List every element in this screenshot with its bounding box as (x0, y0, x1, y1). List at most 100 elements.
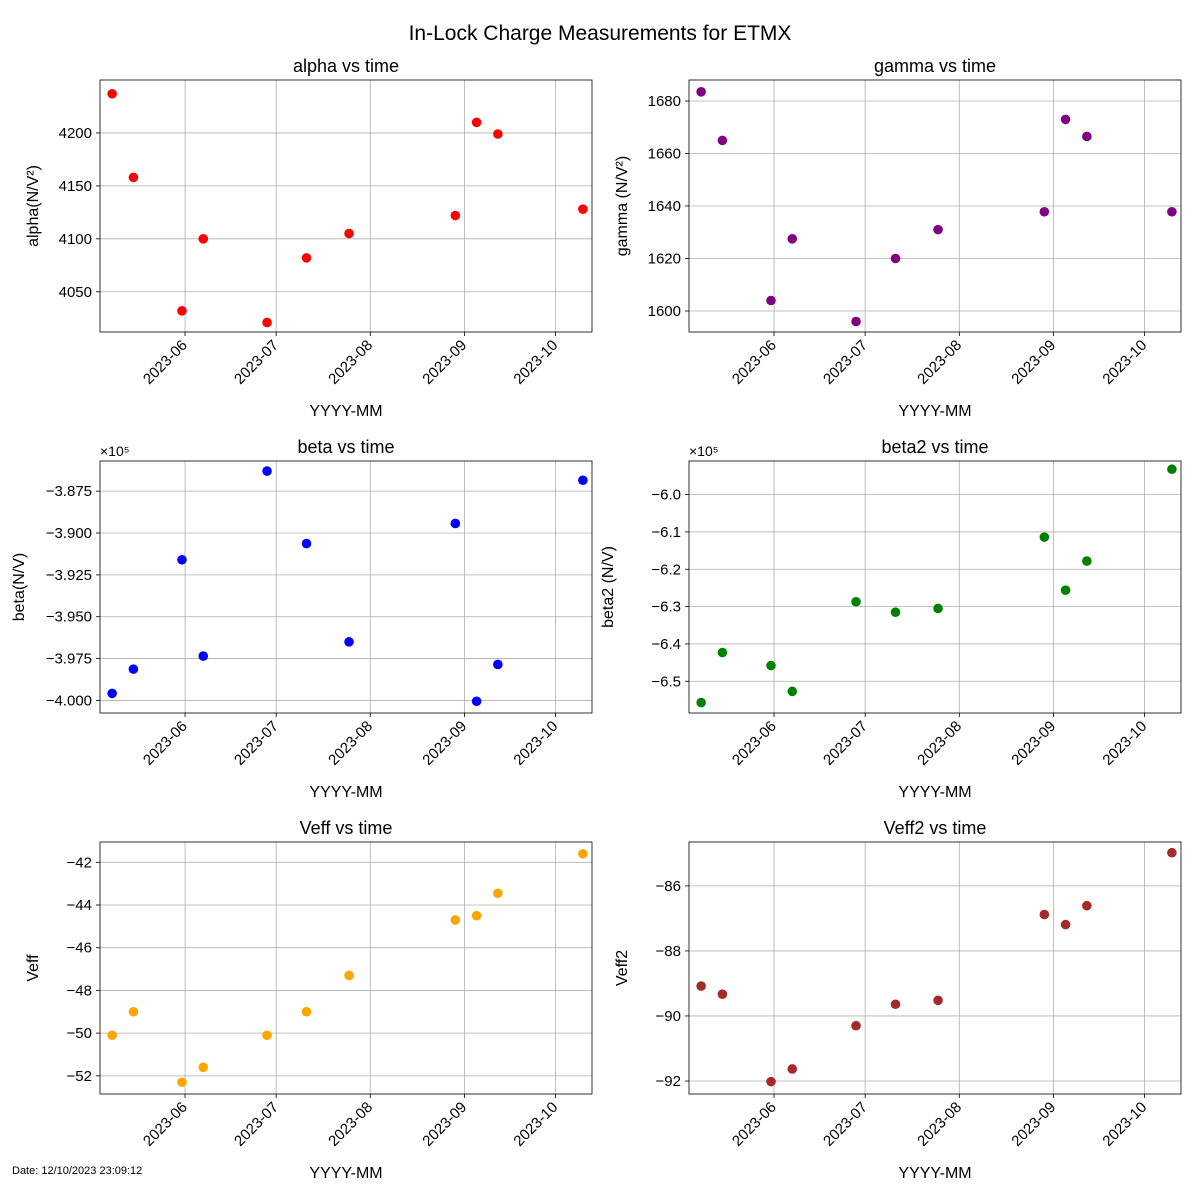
data-point (262, 1030, 272, 1041)
data-point (933, 603, 943, 614)
data-point (493, 659, 503, 670)
y-scale-offset-label: ×10⁵ (100, 443, 130, 459)
axes-frame (99, 841, 593, 1095)
y-scale-offset-label: ×10⁵ (689, 443, 719, 459)
axes-frame (688, 841, 1182, 1095)
data-point (717, 647, 728, 658)
data-point (766, 295, 776, 306)
subplot-title: Veff2 vs time (884, 818, 987, 838)
x-axis-label: YYYY-MM (309, 784, 382, 801)
y-tick-label: −46 (67, 940, 92, 957)
axes-frame (99, 79, 593, 333)
x-tick-label: 2023-06 (140, 1099, 191, 1150)
axes-frame (99, 460, 593, 714)
y-axis-label: beta2 (N/V) (600, 546, 617, 628)
x-axis-label: YYYY-MM (898, 403, 971, 420)
data-point (890, 999, 901, 1010)
data-point (177, 554, 187, 565)
y-tick-label: 1620 (648, 251, 681, 268)
data-point (1039, 532, 1050, 542)
x-tick-label: 2023-09 (419, 1099, 470, 1150)
data-point (890, 253, 901, 264)
data-point (851, 316, 861, 327)
x-tick-label: 2023-10 (1099, 718, 1150, 769)
subplot-title: alpha vs time (293, 56, 399, 76)
data-point (578, 475, 588, 486)
y-axis-label: alpha(N/V²) (25, 165, 42, 247)
y-tick-label: 4200 (59, 125, 92, 142)
data-point (177, 306, 187, 316)
data-point (1060, 919, 1071, 930)
x-tick-label: 2023-08 (325, 337, 376, 388)
data-point (262, 317, 272, 328)
x-tick-label: 2023-08 (325, 1099, 376, 1150)
x-tick-label: 2023-09 (1008, 718, 1059, 769)
y-axis-label: beta(N/V) (11, 553, 28, 621)
data-point (344, 970, 354, 981)
figure-title: In-Lock Charge Measurements for ETMX (409, 22, 792, 45)
data-point (107, 688, 117, 699)
data-point (493, 129, 503, 139)
data-point (177, 1077, 187, 1088)
x-tick-label: 2023-06 (140, 718, 191, 769)
data-point (1060, 585, 1071, 595)
data-point (933, 224, 943, 235)
y-tick-label: 1680 (648, 93, 681, 110)
data-point (890, 607, 901, 617)
data-point (1082, 900, 1092, 911)
x-tick-label: 2023-08 (914, 337, 965, 388)
axes-frame (688, 460, 1182, 714)
data-point (933, 995, 943, 1006)
x-tick-label: 2023-06 (140, 337, 191, 388)
data-point (301, 1006, 312, 1017)
y-tick-label: −88 (656, 943, 681, 960)
subplot-title: beta vs time (297, 437, 394, 457)
y-tick-label: −4.000 (46, 692, 92, 709)
y-tick-label: 1660 (648, 146, 681, 163)
x-tick-label: 2023-09 (419, 718, 470, 769)
data-point (787, 234, 798, 244)
y-tick-label: −52 (67, 1068, 92, 1085)
subplot-0: 2023-06 2023-07 2023-08 2023-09 2023-10 4050 4… (25, 56, 593, 420)
y-axis-label: gamma (N/V²) (614, 156, 631, 256)
y-tick-label: −50 (67, 1025, 92, 1042)
data-point (128, 172, 139, 183)
y-tick-label: −92 (656, 1073, 681, 1090)
data-point (717, 135, 728, 146)
y-tick-label: −86 (656, 878, 681, 895)
y-axis-label: Veff (25, 954, 42, 982)
data-point (766, 660, 776, 671)
data-point (578, 848, 588, 859)
data-point (450, 915, 461, 925)
data-point (1060, 114, 1071, 125)
subplot-3: 2023-06 2023-07 2023-08 2023-09 2023-10 −6.5 −… (600, 437, 1182, 801)
y-tick-label: −6.3 (651, 599, 681, 616)
x-tick-label: 2023-09 (1008, 1099, 1059, 1150)
y-tick-label: 4150 (59, 178, 92, 195)
y-tick-label: −6.2 (651, 561, 681, 578)
data-point (262, 466, 272, 476)
data-point (696, 87, 706, 97)
subplot-title: Veff vs time (300, 818, 393, 838)
data-point (851, 1020, 861, 1031)
y-tick-label: −6.1 (651, 524, 681, 541)
footer-date: Date: 12/10/2023 23:09:12 (12, 1165, 142, 1177)
data-point (450, 210, 461, 221)
data-point (1167, 847, 1177, 858)
data-point (198, 1062, 209, 1073)
y-tick-label: −3.875 (46, 483, 92, 500)
data-point (301, 538, 312, 549)
subplot-grid: 2023-06 2023-07 2023-08 2023-09 2023-10 4050 4… (11, 56, 1182, 1182)
x-tick-label: 2023-08 (914, 1099, 965, 1150)
y-tick-label: 4100 (59, 231, 92, 248)
data-point (344, 637, 354, 647)
y-tick-label: −48 (67, 982, 92, 999)
x-tick-label: 2023-07 (231, 337, 282, 388)
x-tick-label: 2023-07 (820, 337, 871, 388)
data-point (450, 518, 461, 529)
x-tick-label: 2023-10 (1099, 1099, 1150, 1150)
x-tick-label: 2023-10 (510, 1099, 561, 1150)
y-tick-label: −3.900 (46, 525, 92, 542)
data-point (128, 664, 139, 674)
data-point (471, 910, 482, 921)
